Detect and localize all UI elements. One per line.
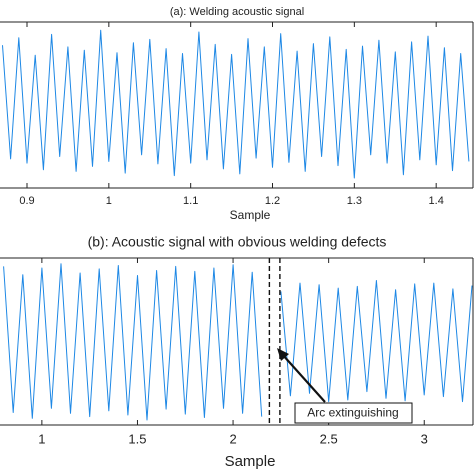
signal-line — [3, 263, 473, 421]
subplot-title: (b): Acoustic signal with obvious weldin… — [88, 234, 387, 250]
x-tick-label: 1 — [38, 431, 45, 446]
x-tick-label: 0.9 — [19, 195, 34, 207]
x-tick-label: 1.1 — [183, 195, 198, 207]
annotation-box — [294, 402, 413, 424]
annotation-arrowhead — [277, 348, 289, 361]
x-tick-label: 1.5 — [128, 431, 146, 446]
signal-line — [2, 29, 470, 179]
subplot-title: (a): Welding acoustic signal — [170, 6, 304, 18]
x-axis-label: Sample — [230, 208, 271, 222]
annotation-text: Arc extinguishing — [307, 406, 398, 420]
x-tick-label: 3 — [421, 431, 428, 446]
x-tick-label: 1 — [106, 195, 112, 207]
x-tick-label: 1.3 — [347, 195, 362, 207]
annotation-arrow — [281, 353, 326, 403]
x-axis-label: Sample — [225, 453, 276, 470]
x-tick-label: 2 — [229, 431, 236, 446]
x-tick-label: 1.4 — [429, 195, 444, 207]
x-tick-label: 1.2 — [265, 195, 280, 207]
x-tick-label: 2.5 — [320, 431, 338, 446]
